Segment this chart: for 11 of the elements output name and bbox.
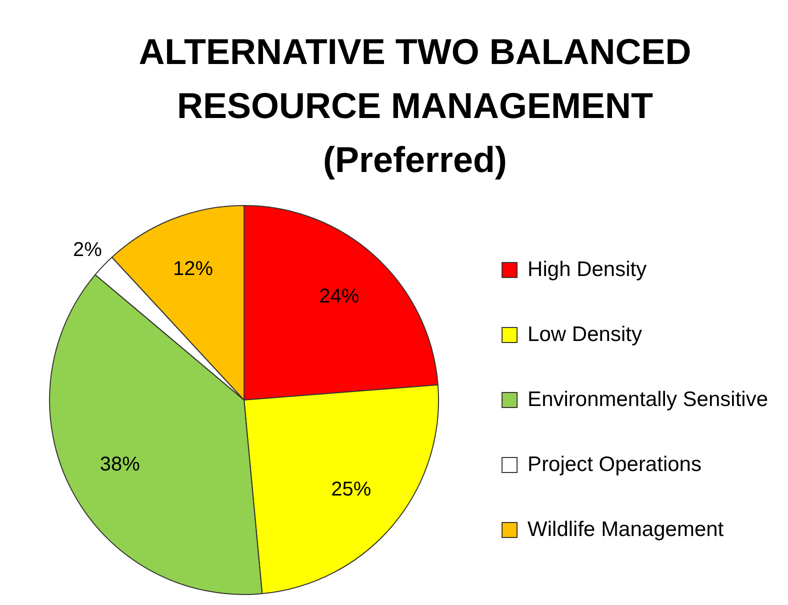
legend-label: Wildlife Management bbox=[528, 518, 724, 541]
data-label: 12% bbox=[172, 258, 214, 280]
legend-label: High Density bbox=[528, 258, 648, 281]
data-label: 24% bbox=[319, 286, 360, 308]
data-label: 38% bbox=[100, 453, 140, 476]
legend-label: Environmentally Sensitive bbox=[528, 388, 768, 411]
legend-label: Low Density bbox=[528, 322, 642, 346]
data-label: 25% bbox=[331, 478, 372, 501]
data-label: 2% bbox=[72, 239, 102, 262]
legend-label: Project Operations bbox=[528, 452, 702, 476]
chart-title: ALTERNATIVE TWO BALANCED RESOURCE MANAGEMENT (Preferred) bbox=[138, 30, 692, 182]
